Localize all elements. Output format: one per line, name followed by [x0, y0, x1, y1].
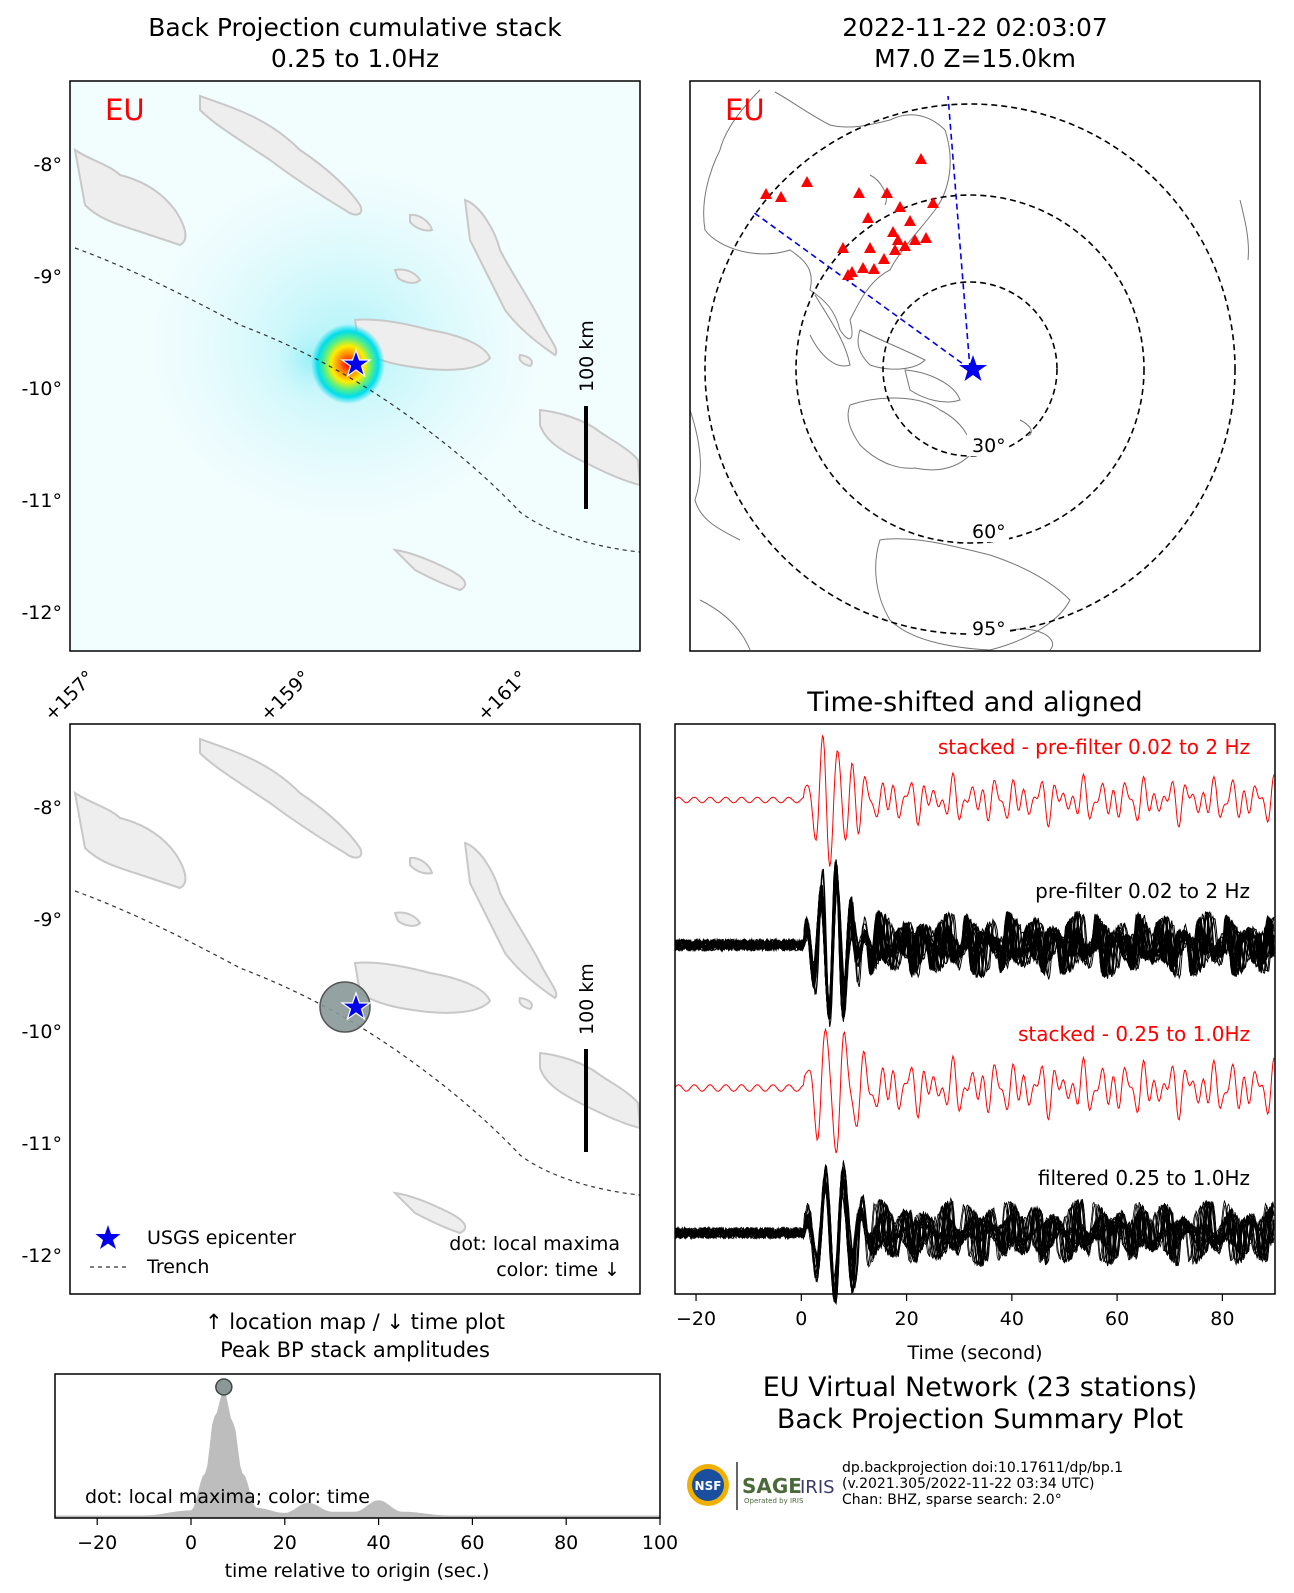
distance-label-30: 30° [972, 435, 1006, 457]
nsf-logo-text: NSF [695, 1479, 722, 1493]
caption-line2: Peak BP stack amplitudes [220, 1338, 490, 1362]
sage-logo-subtext: Operated by IRIS [744, 1497, 804, 1505]
scale-label: 100 km [576, 320, 598, 392]
iris-logo-text: IRIS [800, 1477, 835, 1498]
bp-lat-ticks: -8° -9° -10° -11° -12° [21, 154, 62, 624]
peak-annotation: dot: local maxima; color: time [85, 1486, 370, 1508]
legend-trench: Trench [146, 1256, 209, 1278]
lat-tick: -8° [34, 797, 62, 819]
x-tick-label: 60 [1105, 1308, 1129, 1330]
lat-tick: -10° [21, 378, 62, 400]
lat-tick: -12° [21, 602, 62, 624]
legend-epicenter: USGS epicenter [147, 1227, 296, 1249]
bp-lon-ticks: +157° +159° +161° [40, 666, 532, 725]
x-tick-label: 100 [642, 1532, 678, 1554]
trace-filtered [674, 1175, 1275, 1301]
summary-line2: Back Projection Summary Plot [777, 1404, 1183, 1435]
lat-tick: -10° [21, 1021, 62, 1043]
credit-line2: (v.2021.305/2022-11-22 03:34 UTC) [842, 1476, 1094, 1492]
x-tick-label: 20 [273, 1532, 297, 1554]
event-magnitude: M7.0 Z=15.0km [874, 44, 1076, 73]
x-tick-label: −20 [77, 1532, 117, 1554]
epicenter-star-global [959, 355, 987, 381]
event-date: 2022-11-22 02:03:07 [842, 13, 1108, 42]
x-tick-label: 40 [1000, 1308, 1024, 1330]
x-tick-label: 80 [554, 1532, 578, 1554]
x-tick-label: −20 [676, 1308, 716, 1330]
summary-line1: EU Virtual Network (23 stations) [763, 1372, 1198, 1403]
lat-tick: -8° [34, 154, 62, 176]
waveform-xlabel: Time (second) [906, 1342, 1042, 1364]
trench-line [74, 890, 640, 1196]
trace-filtered [674, 1186, 1275, 1292]
lat-tick: -11° [21, 490, 62, 512]
map-note-line2: color: time ↓ [496, 1259, 620, 1281]
waveform-x-ticks: −20 0 20 40 60 80 [676, 1294, 1234, 1330]
distance-label-60: 60° [972, 521, 1006, 543]
trace-filtered [674, 1168, 1274, 1302]
trace-label-stacked-prefilter: stacked - pre-filter 0.02 to 2 Hz [938, 735, 1250, 759]
trace-prefilter [674, 869, 1275, 1018]
x-tick-label: 20 [894, 1308, 918, 1330]
nsf-logo-icon: NSF [687, 1464, 729, 1506]
trace-label-prefilter: pre-filter 0.02 to 2 Hz [1035, 879, 1250, 903]
trace-filtered [674, 1168, 1275, 1300]
array-azimuth-lines [752, 95, 971, 370]
coastlines [690, 89, 1249, 651]
distance-rings [704, 103, 1236, 635]
peak-local-maximum-dot [215, 1378, 233, 1396]
waveform-title: Time-shifted and aligned [806, 687, 1142, 718]
peak-amplitude-fill [55, 1391, 660, 1518]
map-legend: USGS epicenter Trench [90, 1225, 296, 1278]
x-tick-label: 80 [1210, 1308, 1234, 1330]
credit-line1: dp.backprojection doi:10.17611/dp/bp.1 [842, 1460, 1123, 1476]
station-map-panel: 2022-11-22 02:03:07 M7.0 Z=15.0km [689, 13, 1261, 652]
waveform-panel: Time-shifted and aligned stacked - pre-f… [674, 687, 1276, 1364]
local-maximum-dot [319, 981, 371, 1033]
legend-star-icon [95, 1225, 121, 1249]
trench-line [74, 247, 640, 553]
bp-network-label: EU [105, 93, 145, 127]
bp-title-line1: Back Projection cumulative stack [148, 13, 562, 42]
trace-stacked-prefilter [674, 734, 1275, 867]
epicenter-star [340, 348, 372, 378]
x-tick-label: 60 [460, 1532, 484, 1554]
trace-label-stacked-filtered: stacked - 0.25 to 1.0Hz [1018, 1022, 1250, 1046]
summary-block: EU Virtual Network (23 stations) Back Pr… [687, 1372, 1197, 1510]
lon-tick: +161° [473, 666, 532, 725]
scale-label: 100 km [576, 963, 598, 1035]
lat-tick: -9° [34, 909, 62, 931]
bp-title-line2: 0.25 to 1.0Hz [271, 44, 439, 73]
x-tick-label: 40 [367, 1532, 391, 1554]
credit-line3: Chan: BHZ, sparse search: 2.0° [842, 1492, 1062, 1508]
waveform-traces [674, 734, 1275, 1306]
peak-x-ticks: −20 0 20 40 60 80 100 [77, 1518, 678, 1554]
x-tick-label: 0 [795, 1308, 807, 1330]
lat-tick: -9° [34, 266, 62, 288]
trace-prefilter [674, 861, 1275, 1014]
peak-area [55, 1378, 660, 1518]
map-network-label: EU [725, 93, 765, 127]
peak-amplitude-panel: dot: local maxima; color: time −20 0 20 40 6… [54, 1373, 678, 1582]
x-tick-label: 0 [185, 1532, 197, 1554]
peak-xlabel: time relative to origin (sec.) [225, 1560, 490, 1582]
lat-tick: -11° [21, 1133, 62, 1155]
station-triangles [760, 153, 939, 280]
lon-tick: +157° [40, 666, 99, 725]
map-lat-ticks: -8° -9° -10° -11° -12° [21, 797, 62, 1267]
trace-label-filtered: filtered 0.25 to 1.0Hz [1038, 1166, 1250, 1190]
distance-label-95: 95° [972, 618, 1006, 640]
map-note-line1: dot: local maxima [449, 1233, 620, 1255]
location-map-panel: 100 km USGS epicenter Trench dot: local … [21, 723, 641, 1362]
lat-tick: -12° [21, 1245, 62, 1267]
trace-stacked-filtered [674, 1027, 1275, 1154]
caption-line1: ↑ location map / ↓ time plot [205, 1310, 505, 1334]
epicenter-star [340, 991, 372, 1021]
sage-logo-text: SAGE [742, 1474, 802, 1498]
lon-tick: +159° [256, 666, 315, 725]
bp-stack-panel: Back Projection cumulative stack 0.25 to… [21, 13, 641, 726]
